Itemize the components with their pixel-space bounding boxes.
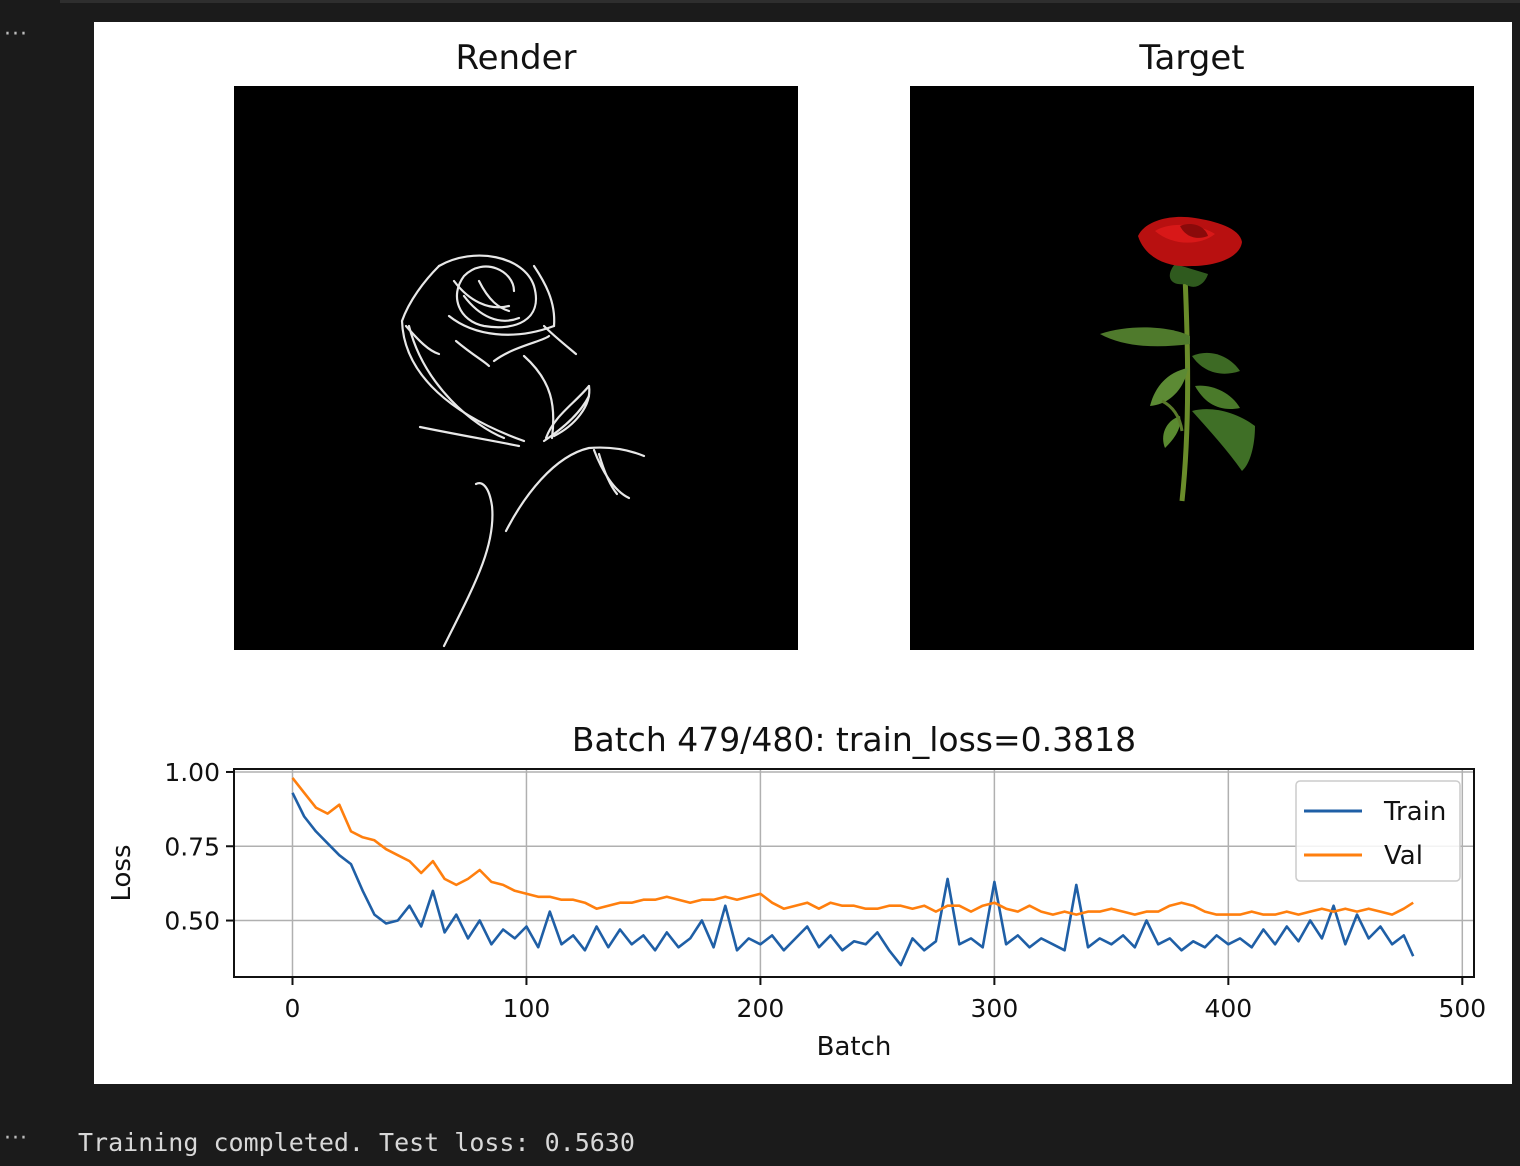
y-axis-label: Loss — [107, 844, 137, 901]
target-title: Target — [1139, 38, 1245, 78]
x-tick-label: 400 — [1204, 994, 1252, 1023]
red-rose-image — [1100, 216, 1255, 502]
legend-label: Train — [1383, 797, 1446, 827]
x-tick-label: 300 — [971, 994, 1019, 1023]
cell-top-border — [60, 0, 1520, 3]
x-tick-label: 200 — [737, 994, 785, 1023]
chart-title: Batch 479/480: train_loss=0.3818 — [572, 720, 1136, 759]
series-train-line — [291, 792, 1415, 967]
plot-area-frame — [233, 768, 1475, 978]
render-image — [234, 86, 798, 650]
cell-collapse-ellipsis[interactable]: ··· — [4, 22, 28, 47]
y-tick-label: 1.00 — [164, 758, 220, 787]
loss-chart: Batch 479/480: train_loss=0.3818 0 100 200… — [107, 720, 1486, 1062]
y-tick-label: 0.75 — [164, 832, 220, 861]
axis-ticks: 0 100 200 300 400 500 0.50 0.75 1.00 — [164, 758, 1486, 1023]
legend-label: Val — [1384, 841, 1423, 871]
rose-sketch-image — [400, 254, 646, 648]
render-title: Render — [455, 38, 577, 78]
grid-lines — [234, 769, 1474, 977]
x-tick-label: 0 — [285, 994, 301, 1023]
output-ellipsis[interactable]: ··· — [4, 1126, 28, 1151]
x-tick-label: 500 — [1438, 994, 1486, 1023]
series-val-line — [291, 777, 1414, 916]
legend-box — [1295, 780, 1461, 882]
y-tick-label: 0.50 — [164, 907, 220, 936]
x-tick-label: 100 — [503, 994, 551, 1023]
x-axis-label: Batch — [817, 1032, 892, 1062]
training-output-text: Training completed. Test loss: 0.5630 — [78, 1128, 635, 1157]
matplotlib-figure: Render Target — [94, 22, 1512, 1084]
series-lines — [291, 777, 1415, 967]
target-image — [910, 86, 1474, 650]
chart-legend: Train Val — [1295, 780, 1461, 882]
